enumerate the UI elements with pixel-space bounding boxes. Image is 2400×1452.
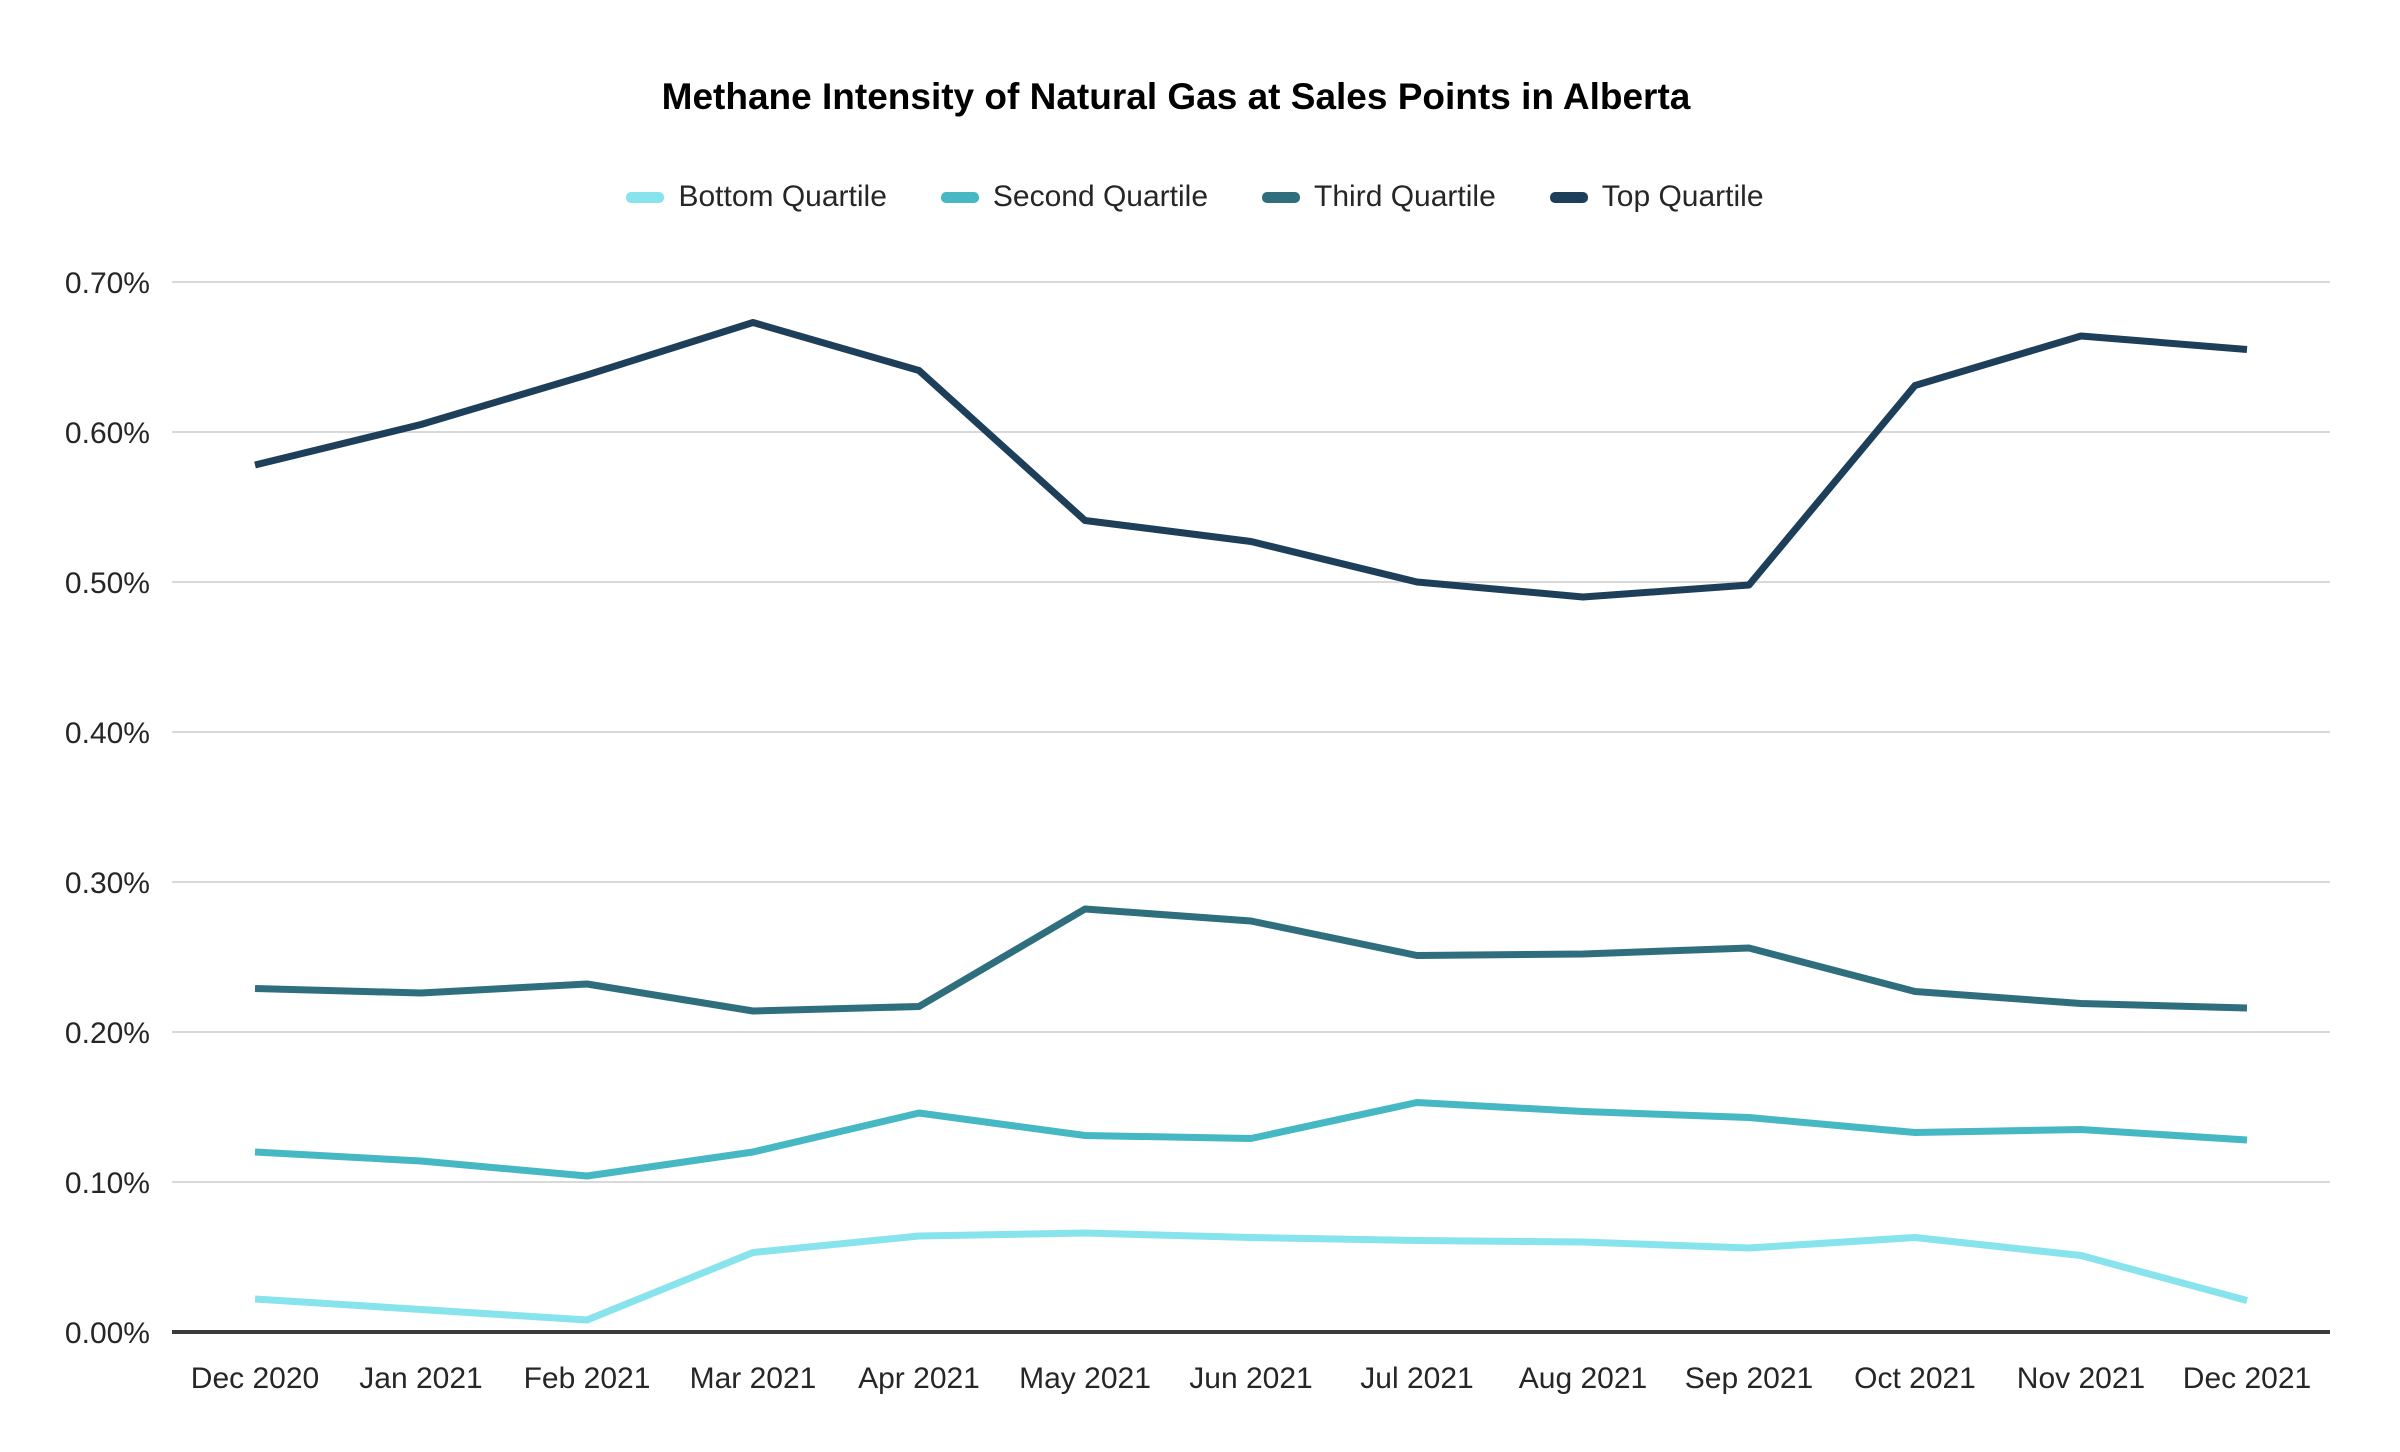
legend-label-second-quartile: Second Quartile	[992, 180, 1209, 213]
legend-label-third-quartile: Third Quartile	[1314, 180, 1496, 213]
y-tick-label-0.00%: 0.00%	[65, 1317, 150, 1350]
y-tick-label-0.50%: 0.50%	[65, 567, 150, 600]
x-tick-label-may-2021: May 2021	[1019, 1362, 1151, 1395]
legend-label-bottom-quartile: Bottom Quartile	[678, 180, 887, 213]
legend-item-bottom-quartile: Bottom Quartile	[626, 180, 887, 214]
legend-swatch-second-quartile	[940, 191, 979, 203]
x-tick-label-dec-2021: Dec 2021	[2183, 1362, 2311, 1395]
legend-swatch-top-quartile	[1549, 191, 1588, 203]
legend-swatch-bottom-quartile	[626, 191, 665, 203]
x-tick-label-jan-2021: Jan 2021	[359, 1362, 482, 1395]
y-tick-label-0.10%: 0.10%	[65, 1167, 150, 1200]
legend-item-top-quartile: Top Quartile	[1549, 180, 1764, 214]
x-tick-label-jun-2021: Jun 2021	[1189, 1362, 1312, 1395]
x-tick-label-dec-2020: Dec 2020	[191, 1362, 319, 1395]
x-tick-label-nov-2021: Nov 2021	[2017, 1362, 2145, 1395]
legend-item-third-quartile: Third Quartile	[1262, 180, 1496, 214]
y-tick-label-0.40%: 0.40%	[65, 717, 150, 750]
x-tick-label-mar-2021: Mar 2021	[690, 1362, 817, 1395]
chart-legend: Bottom Quartile Second Quartile Third Quar…	[0, 180, 2390, 214]
x-tick-label-sep-2021: Sep 2021	[1685, 1362, 1813, 1395]
legend-label-top-quartile: Top Quartile	[1601, 180, 1764, 213]
y-tick-label-0.60%: 0.60%	[65, 417, 150, 450]
legend-item-second-quartile: Second Quartile	[940, 180, 1209, 214]
x-tick-label-apr-2021: Apr 2021	[858, 1362, 980, 1395]
series-line-second-quartile	[254, 1099, 2248, 1180]
series-line-third-quartile	[254, 905, 2248, 1015]
chart-title: Methane Intensity of Natural Gas at Sale…	[661, 76, 1691, 117]
series-line-bottom-quartile	[254, 1229, 2248, 1324]
x-tick-label-oct-2021: Oct 2021	[1854, 1362, 1976, 1395]
x-tick-label-jul-2021: Jul 2021	[1360, 1362, 1473, 1395]
x-tick-label-feb-2021: Feb 2021	[524, 1362, 651, 1395]
y-tick-label-0.70%: 0.70%	[65, 267, 150, 300]
legend-swatch-third-quartile	[1262, 191, 1301, 203]
series-line-top-quartile	[254, 319, 2248, 601]
x-tick-label-aug-2021: Aug 2021	[1519, 1362, 1647, 1395]
y-tick-label-0.20%: 0.20%	[65, 1017, 150, 1050]
y-tick-label-0.30%: 0.30%	[65, 867, 150, 900]
